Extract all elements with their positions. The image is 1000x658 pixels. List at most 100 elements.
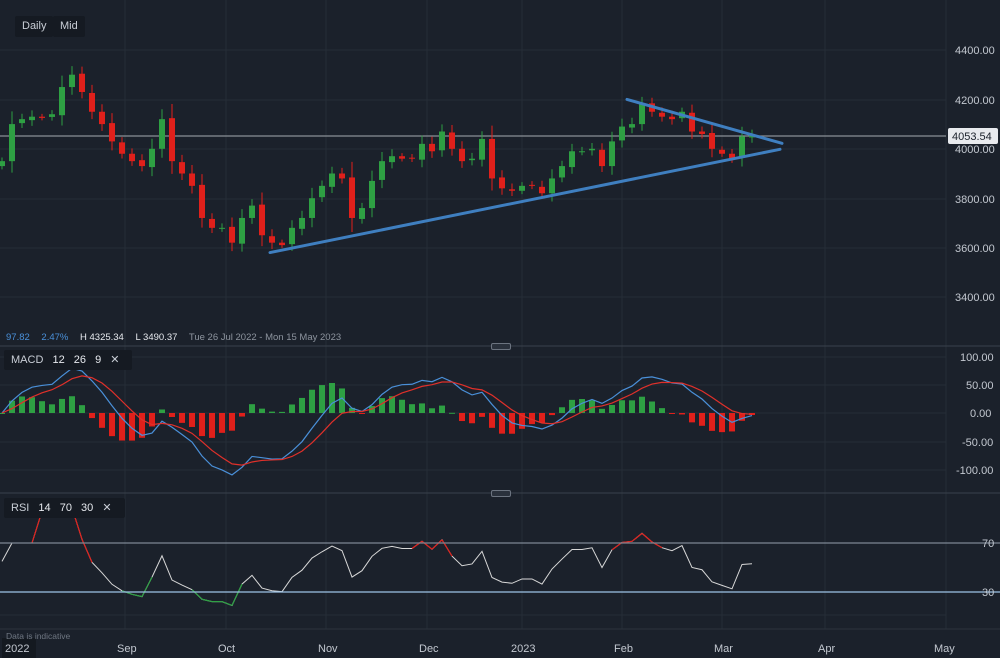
low-value: L 3490.37 (135, 332, 178, 343)
time-tick: Sep (117, 643, 137, 655)
rsi-oversold-segment (231, 583, 243, 606)
candle-up (559, 166, 565, 178)
macd-histogram-bar (569, 399, 575, 413)
candle-up (609, 141, 615, 167)
time-axis: 2022 Sep Oct Nov Dec 2023 Feb Mar Apr May (5, 643, 955, 655)
candle-down (429, 143, 435, 152)
candle-up (219, 227, 225, 229)
high-value: H 4325.34 (80, 332, 124, 343)
candle-down (459, 148, 465, 162)
candle-down (229, 226, 235, 243)
rsi-oversold-segment (221, 601, 233, 607)
candle-down (539, 186, 545, 194)
candle-up (749, 135, 755, 138)
candle-up (0, 161, 5, 167)
macd-histogram-bar (719, 413, 725, 433)
macd-histogram-bar (469, 413, 475, 424)
macd-histogram-bar (329, 382, 335, 413)
candle-down (449, 132, 455, 149)
macd-histogram-bar (209, 413, 215, 438)
candle-up (319, 185, 325, 198)
candle-up (309, 198, 315, 218)
candle-up (569, 151, 575, 168)
candle-up (619, 126, 625, 141)
candle-up (359, 208, 365, 219)
candle-down (349, 177, 355, 218)
candle-down (259, 204, 265, 236)
macd-histogram-bar (409, 404, 415, 413)
candle-up (739, 136, 745, 158)
macd-histogram-bar (179, 413, 185, 423)
macd-histogram-bar (709, 413, 715, 431)
candle-up (29, 116, 35, 121)
macd-histogram-bar (219, 413, 225, 433)
macd-histogram-bar (689, 413, 695, 423)
macd-histogram-bar (299, 397, 305, 413)
candle-down (209, 218, 215, 228)
trendlines[interactable] (268, 97, 784, 255)
candle-down (189, 173, 195, 186)
price-tick: 3400.00 (955, 292, 995, 304)
macd-histogram-bar (659, 408, 665, 413)
macd-histogram-bar (119, 413, 125, 441)
macd-histogram-bar (599, 408, 605, 413)
macd-histogram-bar (589, 400, 595, 413)
grid (0, 0, 947, 629)
candle-down (169, 118, 175, 162)
time-tick: 2022 (5, 643, 29, 655)
price-tick: 4400.00 (955, 45, 995, 57)
candle-up (469, 158, 475, 161)
candle-down (339, 173, 345, 179)
macd-histogram-bar (309, 389, 315, 413)
macd-histogram-bar (499, 413, 505, 434)
interval-button[interactable]: Daily (15, 16, 54, 37)
rsi-pane (1, 507, 753, 607)
macd-histogram-bar (89, 413, 95, 419)
close-icon[interactable]: ✕ (110, 354, 120, 366)
rsi-lower: 30 (81, 502, 94, 514)
candle-up (369, 180, 375, 209)
candles (0, 66, 755, 252)
macd-histogram-bar (239, 413, 245, 417)
signal-line (1, 375, 753, 466)
macd-histogram-bar (459, 413, 465, 422)
macd-histogram-bar (439, 405, 445, 413)
candle-up (389, 156, 395, 163)
macd-histogram-bar (449, 412, 455, 414)
price-type-button[interactable]: Mid (53, 16, 85, 37)
close-icon[interactable]: ✕ (102, 502, 112, 514)
macd-histogram-bar (109, 413, 115, 437)
candle-down (489, 138, 495, 179)
last-price-badge (948, 128, 998, 144)
price-axis: 4400.00 4200.00 4000.00 3800.00 3600.00 … (955, 45, 995, 304)
macd-histogram-bar (389, 396, 395, 413)
macd-histogram-bar (189, 413, 195, 427)
pane-resize-handle[interactable] (491, 490, 511, 497)
price-tick: 4000.00 (955, 144, 995, 156)
candle-up (419, 143, 425, 160)
macd-histogram-bar (279, 411, 285, 413)
last-price-label: 4053.54 (952, 131, 992, 143)
candle-down (109, 123, 115, 142)
macd-histogram-bar (59, 398, 65, 413)
macd-histogram-bar (609, 404, 615, 413)
candle-down (99, 111, 105, 125)
macd-histogram-bar (529, 413, 535, 425)
macd-histogram-bar (739, 413, 745, 421)
macd-histogram-bar (269, 411, 275, 413)
macd-histogram-bar (169, 413, 175, 417)
candle-up (9, 124, 15, 162)
rsi-overbought-segment (441, 539, 453, 557)
candle-up (239, 217, 245, 244)
macd-histogram-bar (419, 403, 425, 413)
time-tick: Apr (818, 643, 835, 655)
macd-histogram-bar (379, 398, 385, 413)
candle-up (379, 161, 385, 180)
candle-up (69, 74, 75, 88)
pane-resize-handle[interactable] (491, 343, 511, 350)
date-range: Tue 26 Jul 2022 - Mon 15 May 2023 (188, 332, 342, 343)
candle-up (329, 173, 335, 187)
macd-histogram-bar (259, 408, 265, 413)
candle-up (439, 131, 445, 151)
